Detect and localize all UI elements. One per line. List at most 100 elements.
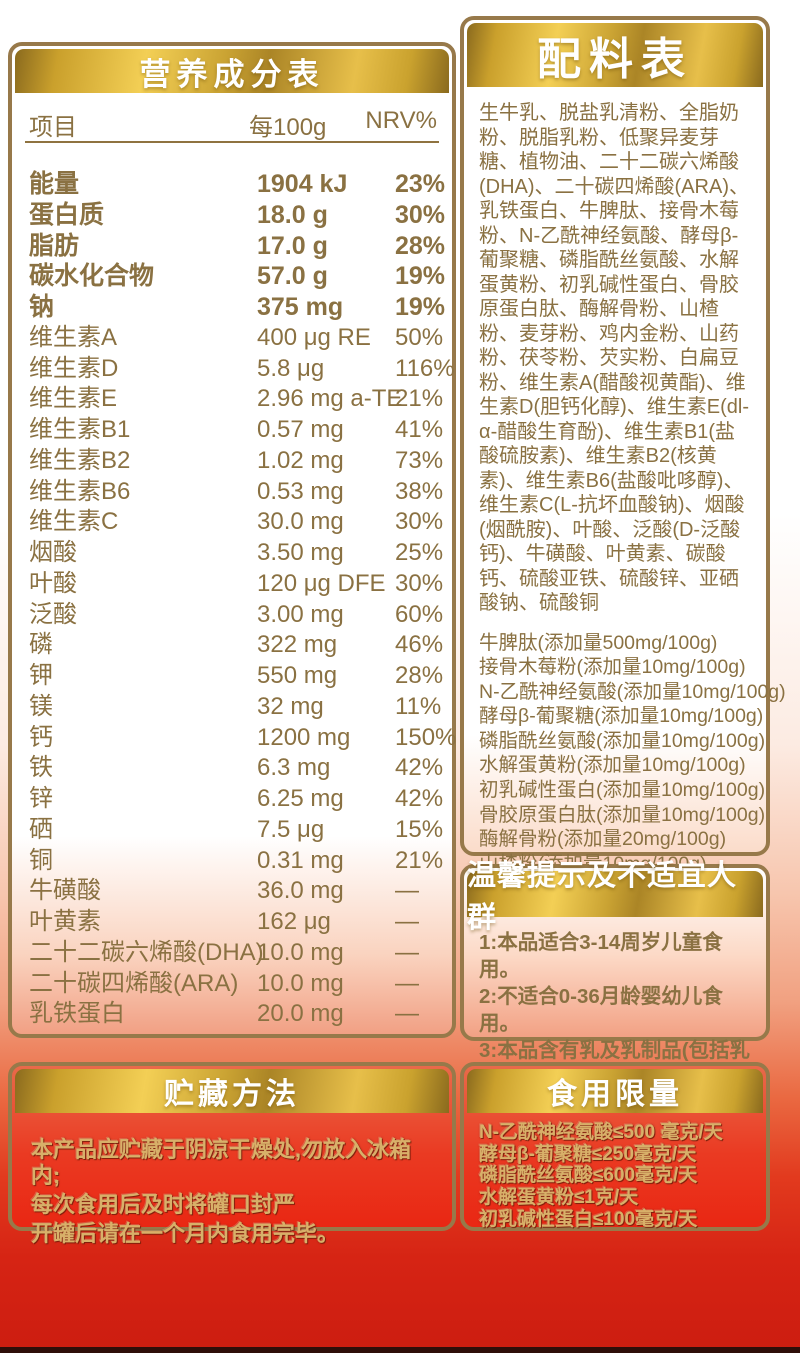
- table-row: 硒 7.5 μg 15%: [25, 815, 443, 846]
- list-item: 骨胶原蛋白肽(添加量10mg/100g): [479, 803, 766, 826]
- nutrient-value: 18.0 g: [257, 200, 328, 229]
- table-row: 二十碳四烯酸(ARA) 10.0 mg —: [25, 969, 439, 1000]
- nutrient-nrv: 21%: [395, 846, 444, 874]
- list-item: 每次食用后及时将罐口封严: [31, 1192, 296, 1217]
- nutrient-value: 162 μg: [257, 908, 331, 935]
- nutrient-nrv: 25%: [395, 539, 444, 566]
- table-row: 镁 32 mg 11%: [25, 692, 442, 723]
- list-item: 开罐后请在一个月内食用完毕。: [31, 1221, 340, 1246]
- nutrient-value: 6.25 mg: [257, 785, 344, 812]
- nutrient-value: 0.31 mg: [257, 846, 344, 874]
- nutrition-table-header: 项目 每100g NRV%: [25, 101, 439, 143]
- ingredients-title-bar: 配料表: [467, 23, 763, 87]
- storage-title-bar: 贮藏方法: [15, 1069, 449, 1113]
- table-row: 维生素D 5.8 μg 116%: [25, 354, 455, 385]
- table-row: 锌 6.25 mg 42%: [25, 784, 443, 815]
- list-item: 接骨木莓粉(添加量10mg/100g): [479, 656, 746, 679]
- nutrient-value: 0.57 mg: [257, 416, 344, 443]
- list-item: 酶解骨粉(添加量20mg/100g): [479, 828, 727, 851]
- nutrient-name: 铜: [29, 846, 53, 874]
- table-row: 维生素E 2.96 mg a-TE 21%: [25, 384, 443, 415]
- nutrient-value: 10.0 mg: [257, 938, 344, 966]
- nutrient-name: 牛磺酸: [29, 877, 101, 905]
- nutrient-nrv: 28%: [395, 231, 446, 260]
- nutrient-name: 二十碳四烯酸(ARA): [29, 969, 239, 997]
- nutrient-name: 泛酸: [29, 600, 77, 628]
- limits-panel: 食用限量 N-乙酰神经氨酸≤500 毫克/天 酵母β-葡聚糖≤250毫克/天 磷…: [460, 1062, 770, 1231]
- table-row: 钾 550 mg 28%: [25, 661, 443, 692]
- nutrient-value: 322 mg: [257, 631, 338, 659]
- table-row: 蛋白质 18.0 g 30%: [25, 200, 445, 231]
- nutrient-nrv: 19%: [395, 293, 446, 321]
- nutrient-name: 维生素C: [29, 508, 119, 536]
- nutrient-value: 375 mg: [257, 293, 344, 321]
- nutrient-nrv: 11%: [395, 692, 442, 720]
- nutrient-nrv: 30%: [395, 569, 444, 597]
- table-row: 烟酸 3.50 mg 25%: [25, 538, 443, 569]
- table-row: 磷 322 mg 46%: [25, 630, 443, 661]
- table-row: 维生素B6 0.53 mg 38%: [25, 477, 443, 508]
- nutrition-title-bar: 营养成分表: [15, 49, 449, 93]
- nutrient-value: 550 mg: [257, 662, 338, 689]
- nutrient-nrv: 21%: [395, 385, 444, 413]
- nutrient-nrv: 15%: [395, 815, 444, 843]
- nutrient-value: 400 μg RE: [257, 323, 371, 351]
- nutrient-name: 维生素B2: [29, 446, 131, 474]
- table-row: 牛磺酸 36.0 mg —: [25, 876, 439, 907]
- nutrient-nrv: 42%: [395, 785, 444, 812]
- table-row: 二十二碳六烯酸(DHA) 10.0 mg —: [25, 938, 439, 969]
- nutrient-nrv: 46%: [395, 631, 444, 659]
- list-item: 牛脾肽(添加量500mg/100g): [479, 631, 718, 654]
- nutrient-name: 锌: [29, 785, 53, 812]
- nutrient-name: 碳水化合物: [29, 262, 155, 291]
- nutrient-name: 叶黄素: [29, 908, 101, 935]
- nutrient-nrv: 23%: [395, 170, 446, 198]
- nutrient-nrv: —: [395, 969, 419, 997]
- table-row: 铜 0.31 mg 21%: [25, 846, 443, 877]
- nutrient-nrv: 73%: [395, 446, 444, 474]
- storage-title: 贮藏方法: [164, 1078, 300, 1111]
- nutrient-value: 20.0 mg: [257, 1000, 344, 1028]
- nutrient-nrv: 30%: [395, 508, 444, 536]
- nutrient-nrv: 38%: [395, 477, 444, 505]
- nutrient-name: 二十二碳六烯酸(DHA): [29, 938, 264, 966]
- nutrient-name: 烟酸: [29, 539, 77, 566]
- nutrient-nrv: —: [395, 908, 419, 935]
- nutrient-value: 0.53 mg: [257, 477, 344, 505]
- limits-body: N-乙酰神经氨酸≤500 毫克/天 酵母β-葡聚糖≤250毫克/天 磷脂酰丝氨酸…: [467, 1113, 763, 1231]
- table-row: 钠 375 mg 19%: [25, 292, 445, 323]
- list-item: 水解蛋黄粉≤1克/天: [479, 1187, 639, 1209]
- table-row: 叶酸 120 μg DFE 30%: [25, 569, 443, 600]
- ingredients-title: 配料表: [537, 35, 693, 84]
- table-row: 叶黄素 162 μg —: [25, 907, 439, 938]
- nutrient-name: 钠: [29, 293, 55, 321]
- tips-title-bar: 温馨提示及不适宜人群: [467, 860, 763, 934]
- nutrient-nrv: 116%: [395, 354, 455, 382]
- nutrient-value: 1200 mg: [257, 723, 351, 751]
- nutrient-name: 硒: [29, 815, 53, 843]
- table-row: 维生素B2 1.02 mg 73%: [25, 446, 443, 477]
- nutrient-value: 3.00 mg: [257, 600, 344, 628]
- ingredients-paragraph: 生牛乳、脱盐乳清粉、全脂奶粉、脱脂乳粉、低聚异麦芽糖、植物油、二十二碳六烯酸(D…: [479, 102, 749, 614]
- nutrient-value: 3.50 mg: [257, 539, 344, 566]
- nutrition-facts-panel: 营养成分表 项目 每100g NRV% 能量 1904 kJ 23% 蛋白质 1…: [8, 42, 456, 1038]
- table-row: 维生素A 400 μg RE 50%: [25, 323, 443, 354]
- ingredients-panel: 配料表 生牛乳、脱盐乳清粉、全脂奶粉、脱脂乳粉、低聚异麦芽糖、植物油、二十二碳六…: [460, 16, 786, 1022]
- list-item: 磷脂酰丝氨酸(添加量10mg/100g): [479, 729, 766, 752]
- nutrient-name: 镁: [29, 692, 53, 720]
- nutrient-nrv: 60%: [395, 600, 444, 628]
- column-header-nrv: NRV%: [365, 107, 437, 134]
- nutrient-name: 脂肪: [29, 231, 80, 260]
- nutrient-name: 能量: [29, 170, 80, 198]
- tips-panel: 温馨提示及不适宜人群 1:本品适合3-14周岁儿童食用。 2:不适合0-36月龄…: [460, 860, 770, 1143]
- storage-panel: 贮藏方法 本产品应贮藏于阴凉干燥处,勿放入冰箱内; 每次食用后及时将罐口封严 开…: [8, 1062, 456, 1246]
- table-row: 乳铁蛋白 20.0 mg —: [25, 999, 439, 1030]
- column-header-per100g: 每100g: [249, 114, 327, 141]
- table-row: 维生素B1 0.57 mg 41%: [25, 415, 443, 446]
- nutrient-value: 5.8 μg: [257, 354, 325, 382]
- nutrient-nrv: 41%: [395, 416, 444, 443]
- nutrient-value: 1.02 mg: [257, 446, 344, 474]
- nutrient-value: 2.96 mg a-TE: [257, 385, 403, 413]
- list-item: 1:本品适合3-14周岁儿童食用。: [479, 931, 723, 981]
- list-item: 酵母β-葡聚糖≤250毫克/天: [479, 1143, 697, 1165]
